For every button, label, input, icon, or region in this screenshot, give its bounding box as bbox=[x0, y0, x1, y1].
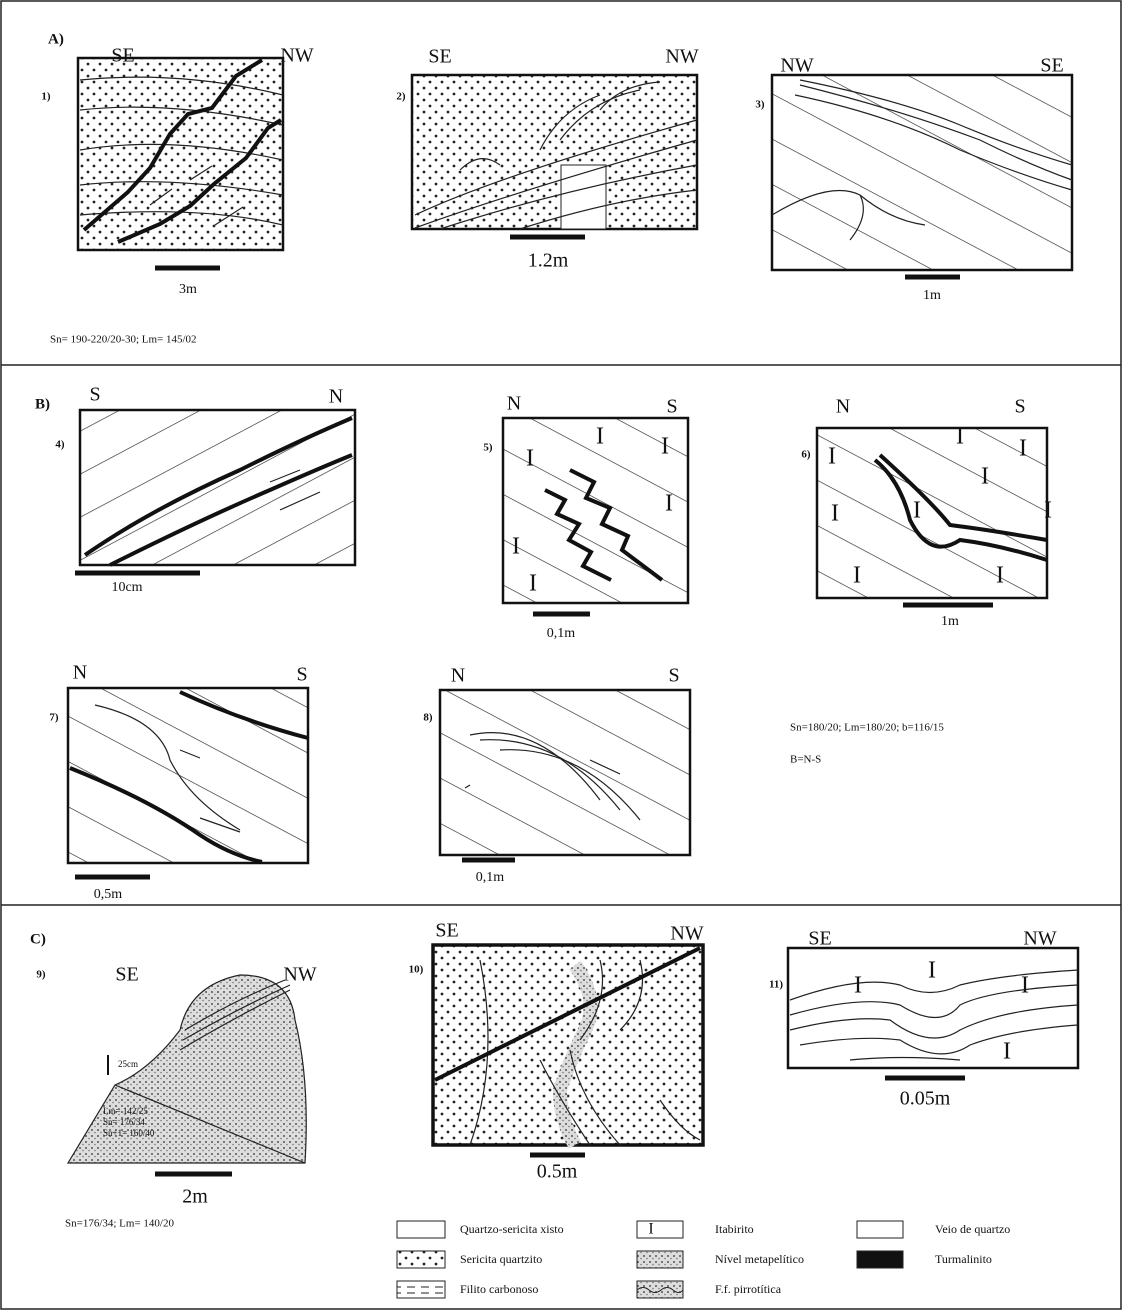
legend-swatch bbox=[637, 1251, 683, 1268]
itabirite-symbol: I bbox=[1019, 436, 1027, 462]
legend-swatch bbox=[397, 1221, 445, 1238]
sketch-number: 2) bbox=[396, 91, 406, 103]
itabirite-symbol: I bbox=[956, 424, 964, 450]
legend-label: Veio de quartzo bbox=[935, 1222, 1010, 1236]
orientation: SE bbox=[111, 45, 134, 67]
legend-label: Quartzo-sericita xisto bbox=[460, 1222, 564, 1236]
orientation: NW bbox=[780, 55, 813, 77]
itabirite-symbol: I bbox=[928, 958, 936, 984]
legend-symbol: I bbox=[648, 1221, 653, 1238]
figure: A) Sn= 190-220/20-30; Lm= 145/02 SE NW 1) 3m S… bbox=[0, 0, 1124, 1312]
itabirite-symbol: I bbox=[1003, 1039, 1011, 1065]
orientation: NW bbox=[670, 923, 703, 945]
panel-label: A) bbox=[48, 31, 64, 47]
orientation: N bbox=[73, 662, 87, 684]
scale-label: 0.5m bbox=[537, 1161, 578, 1183]
scale-label: 2m bbox=[182, 1186, 208, 1208]
legend-swatch bbox=[857, 1251, 903, 1268]
scale-label: 0.05m bbox=[900, 1088, 951, 1110]
sketch-number: 7) bbox=[49, 712, 59, 724]
annotation: Lm= 142/25 bbox=[103, 1106, 148, 1116]
sketch-number: 8) bbox=[423, 712, 433, 724]
itabirite-symbol: I bbox=[1021, 973, 1029, 999]
itabirite-symbol: I bbox=[996, 563, 1004, 589]
legend-swatch bbox=[637, 1281, 683, 1298]
scale-label: 0,5m bbox=[94, 887, 123, 902]
annotation: 25cm bbox=[118, 1059, 138, 1069]
legend-swatch bbox=[857, 1221, 903, 1238]
annotation: Sn+1= 160/40 bbox=[103, 1128, 155, 1138]
sketch-frame bbox=[68, 688, 308, 863]
sketch-number: 4) bbox=[55, 439, 65, 451]
itabirite-symbol: I bbox=[853, 563, 861, 589]
itabirite-symbol: I bbox=[512, 534, 520, 560]
orientation: S bbox=[1014, 396, 1025, 418]
note: B=N-S bbox=[790, 754, 821, 766]
sketch-number: 6) bbox=[801, 449, 811, 461]
orientation: N bbox=[329, 386, 343, 408]
legend-swatch bbox=[397, 1251, 445, 1268]
legend-label: Filito carbonoso bbox=[460, 1282, 538, 1296]
orientation: N bbox=[451, 665, 465, 687]
orientation: S bbox=[666, 396, 677, 418]
scale-label: 1m bbox=[941, 614, 959, 629]
itabirite-symbol: I bbox=[831, 501, 839, 527]
orientation: S bbox=[89, 384, 100, 406]
legend-label: F.f. pirrotítica bbox=[715, 1282, 782, 1296]
itabirite-symbol: I bbox=[529, 571, 537, 597]
scale-label: 10cm bbox=[111, 580, 142, 595]
sketch-number: 11) bbox=[769, 979, 783, 991]
orientation: S bbox=[296, 664, 307, 686]
note: Sn=180/20; Lm=180/20; b=116/15 bbox=[790, 722, 944, 734]
scale-label: 0,1m bbox=[476, 870, 505, 885]
orientation: N bbox=[507, 393, 521, 415]
sketch-number: 10) bbox=[409, 964, 424, 976]
orientation: N bbox=[836, 396, 850, 418]
orientation: SE bbox=[808, 928, 831, 950]
annotation: Sn= 176/34 bbox=[103, 1117, 145, 1127]
orientation: NW bbox=[280, 45, 313, 67]
itabirite-symbol: I bbox=[526, 446, 534, 472]
itabirite-symbol: I bbox=[854, 973, 862, 999]
note: Sn= 190-220/20-30; Lm= 145/02 bbox=[50, 334, 197, 346]
orientation: NW bbox=[1023, 928, 1056, 950]
itabirite-symbol: I bbox=[661, 434, 669, 460]
itabirite-symbol: I bbox=[596, 424, 604, 450]
note: Sn=176/34; Lm= 140/20 bbox=[65, 1218, 174, 1230]
scale-label: 1.2m bbox=[528, 250, 569, 272]
itabirite-symbol: I bbox=[913, 498, 921, 524]
sketch-number: 9) bbox=[36, 969, 46, 981]
orientation: SE bbox=[1040, 55, 1063, 77]
orientation: S bbox=[668, 665, 679, 687]
sketch-number: 1) bbox=[41, 91, 51, 103]
itabirite-symbol: I bbox=[1044, 498, 1052, 524]
sketch-frame bbox=[440, 690, 690, 855]
scale-label: 1m bbox=[923, 288, 941, 303]
legend-label: Sericita quartzito bbox=[460, 1252, 542, 1266]
panel-label: C) bbox=[30, 931, 46, 947]
itabirite-symbol: I bbox=[828, 444, 836, 470]
legend-label: Nível metapelítico bbox=[715, 1252, 804, 1266]
legend-swatch bbox=[637, 1221, 683, 1238]
legend-swatch bbox=[397, 1281, 445, 1298]
orientation: SE bbox=[435, 920, 458, 942]
itabirite-symbol: I bbox=[665, 491, 673, 517]
itabirite-symbol: I bbox=[981, 464, 989, 490]
orientation: NW bbox=[283, 964, 316, 986]
sketch-number: 3) bbox=[755, 99, 765, 111]
legend-label: Itabirito bbox=[715, 1222, 754, 1236]
orientation: SE bbox=[428, 46, 451, 68]
scale-label: 3m bbox=[179, 282, 197, 297]
scale-label: 0,1m bbox=[547, 626, 576, 641]
orientation: NW bbox=[665, 46, 698, 68]
panel-label: B) bbox=[35, 396, 50, 412]
sketch-frame bbox=[772, 75, 1072, 270]
orientation: SE bbox=[115, 964, 138, 986]
tunnel bbox=[561, 165, 606, 229]
sketch-number: 5) bbox=[483, 442, 493, 454]
sketch-frame bbox=[817, 428, 1047, 598]
legend-label: Turmalinito bbox=[935, 1252, 992, 1266]
